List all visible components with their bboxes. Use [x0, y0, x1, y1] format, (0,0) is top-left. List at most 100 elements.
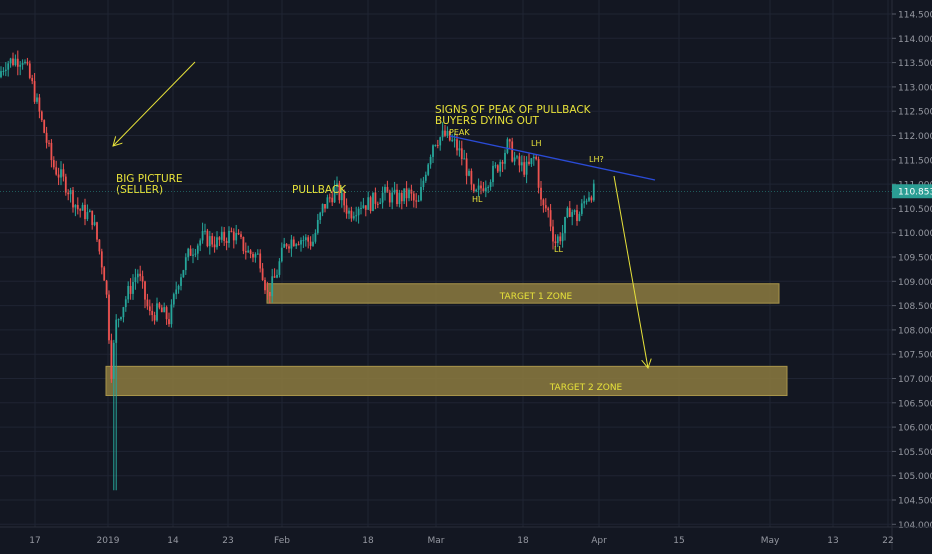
candle-body: [388, 192, 391, 203]
candle-body: [208, 236, 211, 247]
time-tick-label: 13: [827, 536, 838, 546]
target-arrow[interactable]: [613, 175, 648, 368]
candle-body: [112, 342, 115, 379]
candle-body: [333, 187, 336, 203]
candle-body: [184, 257, 187, 271]
price-tick-label: 107.000: [898, 375, 932, 385]
candle-body: [177, 285, 180, 290]
candle-body: [513, 157, 516, 162]
candle-body: [340, 192, 343, 201]
candle-body: [285, 244, 288, 247]
candle-body: [182, 270, 185, 278]
candle-body: [501, 161, 504, 164]
candle-body: [192, 254, 194, 256]
candle-body: [84, 204, 86, 220]
candle-body: [506, 139, 509, 153]
candle-body: [72, 190, 74, 208]
candle-body: [0, 71, 2, 78]
candle-body: [273, 276, 276, 278]
candle-body: [81, 204, 84, 211]
price-tick-label: 106.000: [898, 424, 932, 434]
candle-body: [588, 197, 590, 201]
candle-body: [429, 156, 432, 165]
time-tick-label: Feb: [274, 536, 290, 546]
ll-label: LL: [554, 245, 563, 254]
candle-body: [571, 212, 574, 217]
candle-body: [532, 156, 535, 159]
candle-body: [427, 164, 430, 175]
candle-body: [91, 210, 94, 225]
candle-body: [585, 200, 588, 202]
candle-body: [189, 248, 192, 256]
candle-body: [295, 244, 298, 247]
candle-body: [535, 156, 538, 160]
candle-body: [446, 131, 449, 136]
candle-body: [537, 159, 540, 188]
price-tick-label: 111.500: [898, 156, 932, 166]
candle-body: [379, 202, 382, 204]
candle-body: [573, 210, 576, 213]
target-2-zone-label: TARGET 2 ZONE: [549, 383, 623, 393]
candle-body: [391, 192, 394, 203]
candle-body: [523, 162, 526, 175]
candle-body: [266, 290, 269, 293]
candle-body: [216, 237, 218, 248]
candle-body: [120, 317, 122, 320]
candle-body: [592, 183, 595, 201]
candle-body: [580, 203, 583, 214]
candle-body: [232, 231, 235, 241]
candle-body: [218, 237, 221, 240]
candle-body: [268, 292, 271, 297]
candle-body: [456, 139, 458, 151]
candle-body: [62, 169, 65, 177]
candle-body: [374, 192, 377, 204]
candle-body: [156, 303, 158, 321]
candle-body: [163, 307, 166, 313]
candle-body: [393, 189, 396, 193]
candle-body: [328, 197, 331, 199]
candle-body: [453, 139, 456, 141]
price-tick-label: 114.500: [898, 11, 932, 21]
candle-body: [396, 189, 398, 205]
descending-trendline[interactable]: [449, 135, 656, 181]
candle-body: [12, 58, 14, 65]
candle-body: [252, 253, 254, 258]
candle-body: [525, 161, 528, 175]
candle-body: [372, 192, 374, 211]
last-price-box: [892, 184, 932, 199]
candle-body: [297, 244, 300, 246]
candle-body: [110, 340, 113, 379]
candle-body: [528, 161, 530, 164]
candle-body: [115, 319, 118, 343]
candle-body: [355, 215, 358, 217]
time-tick-label: 18: [517, 536, 529, 546]
time-axis[interactable]: 17 2019 14 23 Feb 18 Mar 18 Apr 15 May 13 22: [0, 526, 932, 546]
candle-body: [55, 167, 58, 175]
candle-body: [441, 130, 444, 138]
price-tick-label: 109.000: [898, 278, 932, 288]
candle-body: [144, 281, 146, 300]
candle-body: [520, 162, 523, 166]
target-2-zone[interactable]: [105, 365, 788, 397]
candle-body: [28, 63, 31, 78]
price-tick-label: 105.500: [898, 448, 932, 458]
candle-body: [444, 130, 446, 136]
candle-body: [556, 236, 559, 244]
candlestick-series: [0, 50, 595, 491]
candle-body: [494, 165, 497, 167]
candle-body: [420, 186, 422, 201]
candle-body: [100, 251, 103, 268]
price-axis[interactable]: 104.000 104.500 105.000 105.500 106.000 106.5…: [891, 0, 932, 550]
time-tick-label: 14: [167, 536, 179, 546]
candle-body: [432, 145, 434, 157]
price-tick-label: 104.000: [898, 521, 932, 531]
price-tick-label: 108.000: [898, 326, 932, 336]
candle-body: [201, 230, 204, 241]
candle-body: [122, 307, 125, 318]
candle-body: [408, 189, 410, 199]
candle-body: [307, 237, 310, 242]
big-picture-arrow[interactable]: [113, 61, 196, 146]
candle-body: [468, 170, 470, 176]
